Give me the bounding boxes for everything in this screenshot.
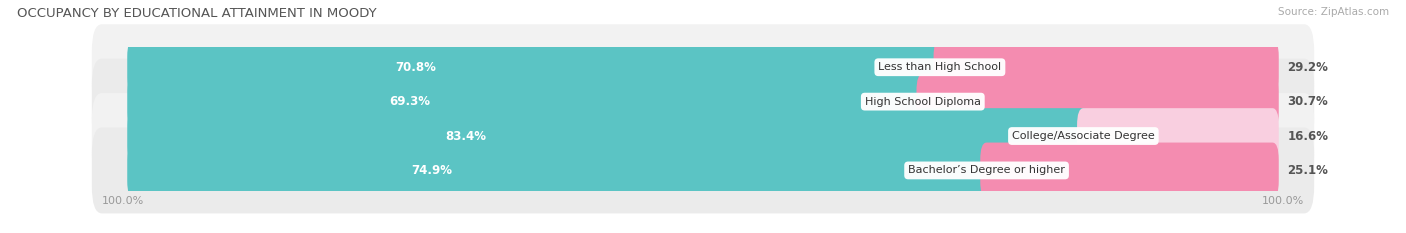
FancyBboxPatch shape <box>1077 108 1279 164</box>
Text: OCCUPANCY BY EDUCATIONAL ATTAINMENT IN MOODY: OCCUPANCY BY EDUCATIONAL ATTAINMENT IN M… <box>17 7 377 20</box>
Text: Less than High School: Less than High School <box>879 62 1001 72</box>
Text: 100.0%: 100.0% <box>1261 196 1305 206</box>
Text: 25.1%: 25.1% <box>1288 164 1329 177</box>
Text: 74.9%: 74.9% <box>412 164 453 177</box>
Text: 29.2%: 29.2% <box>1288 61 1329 74</box>
FancyBboxPatch shape <box>980 143 1279 198</box>
Text: 69.3%: 69.3% <box>389 95 430 108</box>
FancyBboxPatch shape <box>91 24 1315 110</box>
Text: 30.7%: 30.7% <box>1288 95 1329 108</box>
FancyBboxPatch shape <box>127 74 929 130</box>
Text: 16.6%: 16.6% <box>1288 130 1329 143</box>
FancyBboxPatch shape <box>91 127 1315 213</box>
FancyBboxPatch shape <box>91 93 1315 179</box>
FancyBboxPatch shape <box>127 39 946 95</box>
Text: 83.4%: 83.4% <box>446 130 486 143</box>
FancyBboxPatch shape <box>917 74 1279 130</box>
Text: 70.8%: 70.8% <box>395 61 436 74</box>
FancyBboxPatch shape <box>91 59 1315 145</box>
Text: 100.0%: 100.0% <box>103 196 145 206</box>
FancyBboxPatch shape <box>934 39 1279 95</box>
FancyBboxPatch shape <box>127 143 993 198</box>
Text: Bachelor’s Degree or higher: Bachelor’s Degree or higher <box>908 165 1064 175</box>
Text: Source: ZipAtlas.com: Source: ZipAtlas.com <box>1278 7 1389 17</box>
Text: High School Diploma: High School Diploma <box>865 97 981 107</box>
FancyBboxPatch shape <box>127 108 1090 164</box>
Text: College/Associate Degree: College/Associate Degree <box>1012 131 1154 141</box>
